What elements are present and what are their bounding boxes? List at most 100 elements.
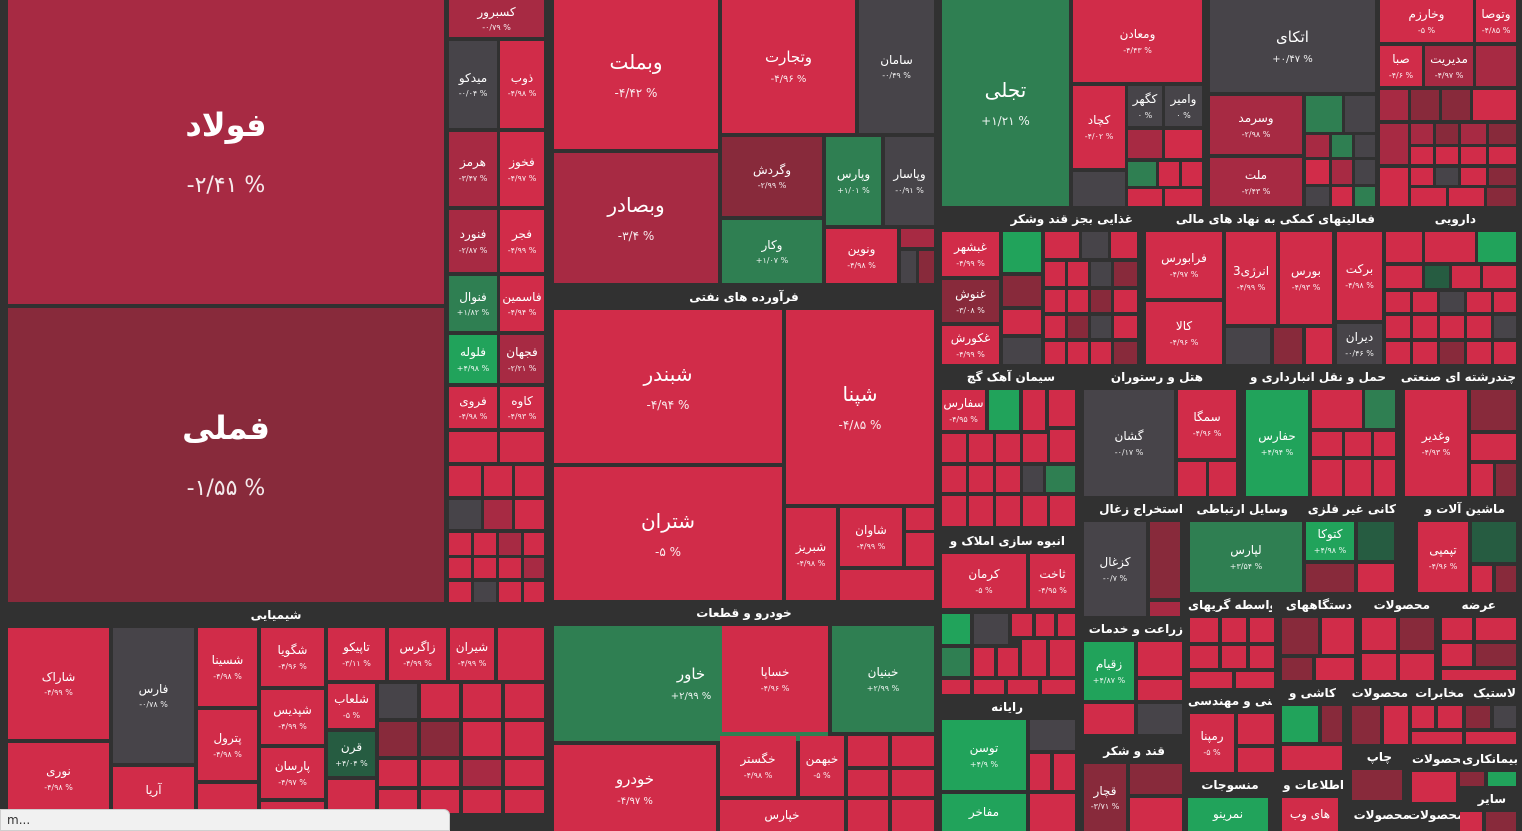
tile-mini[interactable]	[505, 790, 544, 813]
tile-mini[interactable]	[1365, 390, 1395, 428]
tile-kala[interactable]: کالا -۴/۹۶ %	[1146, 302, 1222, 364]
tile-mini[interactable]	[1068, 342, 1088, 364]
tile-mini[interactable]	[1355, 187, 1375, 206]
tile-mini[interactable]	[379, 684, 417, 718]
tile-mini[interactable]	[1476, 644, 1516, 666]
tile-mini[interactable]	[1050, 496, 1075, 526]
tile-khabahman[interactable]: خبهمن -۵ %	[800, 736, 844, 796]
tile-mini[interactable]	[1150, 522, 1180, 598]
tile-mini[interactable]	[463, 790, 501, 813]
tile-mini[interactable]	[848, 770, 888, 796]
tile-mini[interactable]	[1128, 130, 1162, 158]
tile-farvi[interactable]: فروی -۴/۹۸ %	[449, 387, 497, 428]
tile-mini[interactable]	[1050, 640, 1075, 676]
tile-energy3[interactable]: انرژی3 -۴/۹۹ %	[1226, 232, 1276, 324]
tile-modiriyat[interactable]: مدیریت -۴/۹۷ %	[1425, 46, 1473, 86]
tile-mini[interactable]	[969, 434, 993, 462]
tile-mafakher[interactable]: مفاخر	[942, 794, 1026, 831]
tile-mini[interactable]	[1165, 130, 1202, 158]
tile-mini[interactable]	[449, 533, 471, 555]
tile-mini[interactable]	[1487, 188, 1516, 206]
tile-mini[interactable]	[1386, 316, 1410, 338]
tile-vasormad[interactable]: وسرمد -۲/۹۸ %	[1210, 96, 1302, 154]
tile-mini[interactable]	[449, 432, 497, 462]
tile-khegostar[interactable]: خگستر -۴/۹۸ %	[720, 736, 796, 796]
tile-mini[interactable]	[421, 760, 459, 786]
tile-vapars[interactable]: وپارس +۱/۰۱ %	[826, 137, 881, 225]
tile-mini[interactable]	[1352, 770, 1402, 800]
tile-mini[interactable]	[1467, 292, 1491, 312]
tile-mini[interactable]	[1159, 162, 1179, 186]
tile-mini[interactable]	[906, 508, 934, 530]
tile-mini[interactable]	[1473, 90, 1516, 120]
tile-mini[interactable]	[1068, 262, 1088, 286]
tile-mini[interactable]	[892, 770, 934, 796]
tile-mini[interactable]	[499, 582, 521, 602]
tile-mini[interactable]	[1250, 618, 1274, 642]
tile-mini[interactable]	[505, 760, 544, 786]
tile-mini[interactable]	[1471, 464, 1493, 496]
tile-mini[interactable]	[1362, 618, 1396, 650]
tile-mini[interactable]	[1091, 342, 1111, 364]
tile-mini[interactable]	[1355, 160, 1375, 184]
tile-mini[interactable]	[1438, 706, 1462, 728]
tile-mini[interactable]	[1400, 618, 1434, 650]
tile-saman[interactable]: سامان -۰/۴۹ %	[859, 0, 934, 133]
tile-mini[interactable]	[1386, 232, 1422, 262]
tile-mini[interactable]	[1380, 90, 1408, 120]
tile-mini[interactable]	[1494, 342, 1516, 364]
tile-mini[interactable]	[1461, 124, 1486, 144]
tile-mini[interactable]	[1049, 390, 1075, 426]
tile-mini[interactable]	[524, 558, 544, 578]
tile-mini[interactable]	[463, 722, 501, 756]
tile-mini[interactable]	[942, 614, 970, 644]
tile-zob[interactable]: ذوب -۴/۹۸ %	[500, 41, 544, 128]
tile-mini[interactable]	[1460, 772, 1484, 786]
tile-mini[interactable]	[1386, 342, 1410, 364]
tile-mini[interactable]	[1091, 316, 1111, 338]
tile-vanovin[interactable]: ونوین -۴/۹۸ %	[826, 229, 897, 283]
tile-shasina[interactable]: شسینا -۴/۹۸ %	[198, 628, 257, 706]
tile-mini[interactable]	[515, 500, 544, 529]
tile-mini[interactable]	[1345, 432, 1371, 456]
tile-mini[interactable]	[463, 760, 501, 786]
tile-mini[interactable]	[1128, 189, 1162, 206]
tile-mini[interactable]	[484, 466, 512, 496]
tile-mini[interactable]	[1442, 618, 1472, 640]
tile-vamir[interactable]: وامیر ۰ %	[1165, 86, 1202, 126]
tile-mini[interactable]	[1358, 564, 1394, 592]
tile-fanval[interactable]: فنوال +۱/۸۲ %	[449, 276, 497, 331]
tile-mini[interactable]	[1138, 704, 1182, 734]
tile-mini[interactable]	[1045, 316, 1065, 338]
tile-mini[interactable]	[1494, 292, 1516, 312]
tile-mini[interactable]	[1114, 290, 1137, 312]
tile-mini[interactable]	[1068, 316, 1088, 338]
tile-mini[interactable]	[906, 533, 934, 566]
tile-mini[interactable]	[1023, 466, 1043, 492]
tile-mellat[interactable]: ملت -۲/۴۳ %	[1210, 158, 1302, 206]
tile-kave[interactable]: کاوه -۴/۹۳ %	[500, 387, 544, 428]
tile-mini[interactable]	[449, 500, 481, 529]
tile-mini[interactable]	[1384, 706, 1408, 744]
tile-khabnyan[interactable]: خبنیان +۲/۹۹ %	[832, 626, 934, 732]
tile-kezghal[interactable]: کزغال -۰/۷ %	[1084, 522, 1146, 616]
tile-mini[interactable]	[1138, 680, 1182, 700]
tile-mini[interactable]	[1413, 292, 1437, 312]
tile-mini[interactable]	[505, 684, 544, 718]
tile-mini[interactable]	[1411, 124, 1433, 144]
tile-mini[interactable]	[1488, 772, 1516, 786]
tile-vakharazm[interactable]: وخارزم -۵ %	[1380, 0, 1473, 42]
tile-mini[interactable]	[1128, 162, 1156, 186]
tile-shatran[interactable]: شتران -۵ %	[554, 467, 782, 600]
tile-mini[interactable]	[1073, 172, 1125, 206]
tile-kechad[interactable]: کچاد -۴/۰۲ %	[1073, 86, 1125, 168]
tile-mini[interactable]	[1483, 266, 1516, 288]
tile-tapiko[interactable]: تاپیکو -۳/۱۱ %	[328, 628, 385, 680]
tile-zagros[interactable]: زاگرس -۴/۹۹ %	[389, 628, 446, 680]
tile-mini[interactable]	[892, 800, 934, 831]
tile-mini[interactable]	[1130, 764, 1182, 794]
tile-mini[interactable]	[1250, 646, 1274, 668]
tile-vatusa[interactable]: وتوصا -۴/۸۵ %	[1476, 0, 1516, 42]
tile-aria[interactable]: آریا	[113, 767, 194, 813]
tile-mini[interactable]	[421, 684, 459, 718]
